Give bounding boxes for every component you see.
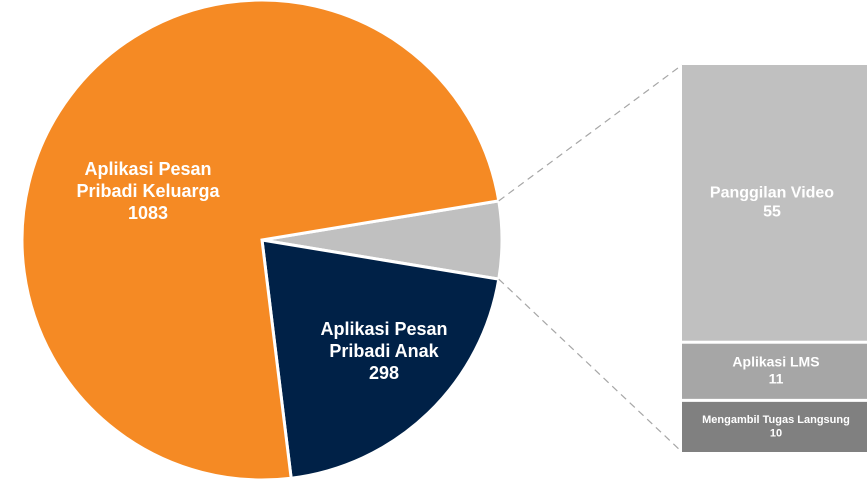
bar-label: Panggilan Video: [710, 184, 834, 201]
bar-value: 11: [769, 370, 784, 386]
pie-value: 1083: [127, 203, 169, 223]
connector: [498, 278, 683, 453]
bar-label: Mengambil Tugas Langsung: [702, 414, 850, 426]
bar-segment: [682, 65, 867, 341]
bar-segment: [682, 401, 867, 452]
pie-slice: [20, 0, 501, 480]
bar-value: 10: [770, 427, 782, 439]
pie-slice: [260, 238, 501, 480]
pie-label: Aplikasi Pesan Pribadi Keluarga: [76, 159, 220, 201]
bar-segment: [682, 343, 867, 399]
pie-label: Aplikasi Pesan Pribadi Anak: [320, 319, 448, 361]
bar-label: Aplikasi LMS: [732, 354, 819, 370]
pie-value: 298: [368, 363, 400, 383]
connector: [498, 64, 683, 202]
bar-value: 55: [763, 204, 781, 221]
